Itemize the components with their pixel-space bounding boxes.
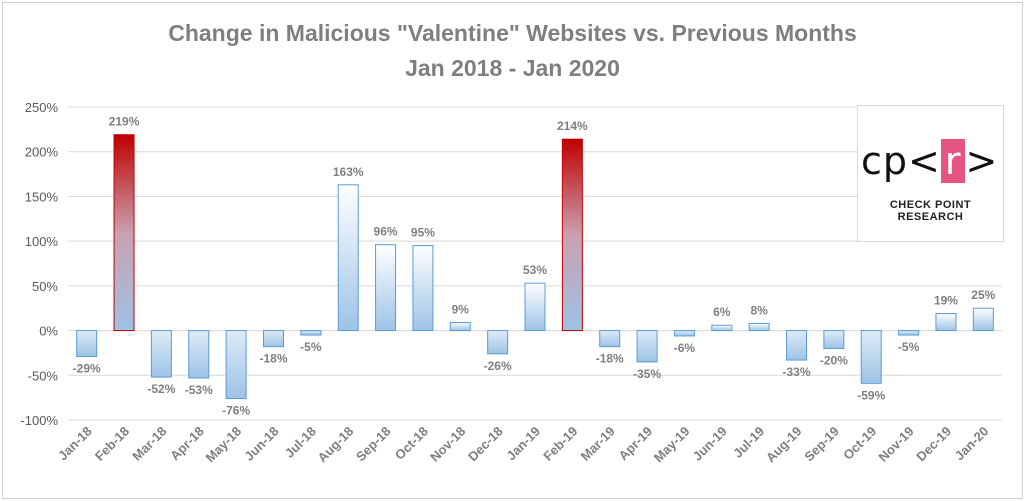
x-tick-label: Nov-19 xyxy=(875,424,916,465)
data-label: -5% xyxy=(300,340,322,354)
y-tick-label: 150% xyxy=(25,189,59,204)
data-label: 6% xyxy=(713,305,731,319)
data-label: 95% xyxy=(411,226,435,240)
x-tick-label: Jun-18 xyxy=(241,424,281,464)
bar xyxy=(786,330,808,361)
x-tick-label: Mar-19 xyxy=(578,424,618,464)
data-label: 163% xyxy=(333,165,364,179)
y-tick-label: 100% xyxy=(25,234,59,249)
check-point-research-logo: cp< r > CHECK POINT RESEARCH xyxy=(857,105,1004,242)
x-tick-label: Oct-19 xyxy=(840,424,879,463)
bar xyxy=(300,330,322,336)
bar xyxy=(337,184,359,332)
data-label: 214% xyxy=(557,119,588,133)
x-tick-label: May-19 xyxy=(651,424,693,466)
bar xyxy=(412,245,434,332)
bar xyxy=(711,324,733,332)
y-tick-label: 50% xyxy=(32,279,58,294)
x-tick-label: Sep-19 xyxy=(801,424,842,465)
data-label: -53% xyxy=(185,383,213,397)
data-label: 25% xyxy=(971,288,995,302)
x-tick-label: Feb-19 xyxy=(540,424,580,464)
data-label: -52% xyxy=(147,382,175,396)
bar xyxy=(673,330,695,337)
data-label: 9% xyxy=(452,303,470,317)
x-tick-label: Sep-18 xyxy=(353,424,394,465)
bar xyxy=(561,138,583,332)
bar xyxy=(113,134,135,332)
x-tick-label: Aug-18 xyxy=(315,424,357,466)
logo-mark: cp< r > xyxy=(861,139,999,183)
x-tick-label: Jun-19 xyxy=(690,424,730,464)
bar xyxy=(636,330,658,363)
data-label: -26% xyxy=(484,359,512,373)
data-label: 19% xyxy=(934,294,958,308)
bar xyxy=(188,330,210,379)
data-label: 219% xyxy=(109,115,140,129)
logo-brand-text: CHECK POINT RESEARCH xyxy=(889,199,972,223)
x-tick-label: May-18 xyxy=(202,424,244,466)
bar xyxy=(935,313,957,332)
bar xyxy=(748,322,770,332)
chart-title: Change in Malicious "Valentine" Websites… xyxy=(168,20,857,46)
x-tick-label: Jan-19 xyxy=(503,424,543,464)
data-label: -18% xyxy=(596,352,624,366)
bar xyxy=(150,330,172,378)
bar xyxy=(860,330,882,384)
y-tick-label: 200% xyxy=(25,145,59,160)
x-tick-label: Dec-18 xyxy=(465,424,506,465)
data-label: -18% xyxy=(259,352,287,366)
y-tick-label: -100% xyxy=(20,413,58,428)
bar xyxy=(262,330,284,348)
bar xyxy=(972,307,994,332)
x-tick-label: Mar-18 xyxy=(129,424,169,464)
x-tick-label: Feb-18 xyxy=(92,424,132,464)
bar xyxy=(524,282,546,332)
data-label: -76% xyxy=(222,404,250,418)
x-tick-label: Aug-19 xyxy=(763,424,805,466)
data-label: -59% xyxy=(857,388,885,402)
data-label: -29% xyxy=(73,362,101,376)
bar xyxy=(898,330,920,336)
bar xyxy=(76,330,98,358)
data-label: -35% xyxy=(633,367,661,381)
data-label: -6% xyxy=(674,341,696,355)
x-tick-label: Jul-18 xyxy=(282,424,319,461)
x-tick-label: Dec-19 xyxy=(913,424,954,465)
bar xyxy=(225,330,247,400)
x-tick-label: Jan-18 xyxy=(55,424,95,464)
x-tick-label: Nov-18 xyxy=(427,424,468,465)
data-label: 53% xyxy=(523,263,547,277)
y-tick-label: 250% xyxy=(25,100,59,115)
x-tick-label: Jan-20 xyxy=(952,424,992,464)
data-label: -5% xyxy=(898,340,920,354)
data-label: -20% xyxy=(820,353,848,367)
bar xyxy=(449,322,471,332)
x-tick-label: Apr-19 xyxy=(615,424,655,464)
y-tick-label: -50% xyxy=(28,368,59,383)
chart-subtitle: Jan 2018 - Jan 2020 xyxy=(405,55,620,81)
bar xyxy=(599,330,621,348)
bar xyxy=(375,244,397,332)
bar xyxy=(823,330,845,349)
x-tick-label: Oct-18 xyxy=(392,424,431,463)
x-tick-label: Apr-18 xyxy=(167,424,207,464)
bar xyxy=(487,330,509,355)
y-tick-label: 0% xyxy=(39,324,58,339)
data-label: -33% xyxy=(783,365,811,379)
data-label: 8% xyxy=(750,303,768,317)
x-tick-label: Jul-19 xyxy=(730,424,767,461)
data-label: 96% xyxy=(374,225,398,239)
